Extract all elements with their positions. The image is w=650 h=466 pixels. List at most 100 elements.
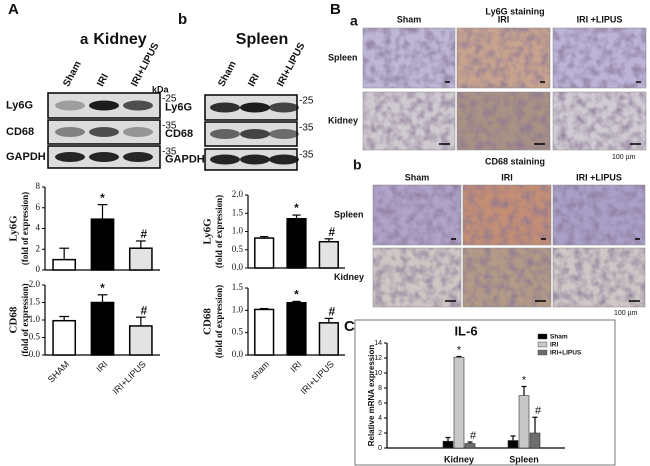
micrograph-texture — [457, 28, 550, 88]
y-axis-label: Relative mRNA expression — [367, 345, 376, 447]
column-label: Sham — [397, 14, 422, 24]
legend-swatch — [537, 341, 548, 348]
y-axis-label: (fold of expression) — [20, 283, 30, 356]
bar-annotation: * — [100, 281, 105, 295]
column-label: IRI — [501, 172, 513, 182]
row-label: Spleen — [328, 52, 358, 62]
y-tick-label: 0 — [378, 445, 382, 452]
micrograph-texture — [363, 92, 455, 150]
y-tick-label: 6 — [378, 400, 382, 407]
y-axis-label: CD68 — [202, 308, 214, 335]
y-tick-label: 1.5 — [232, 207, 244, 217]
blot-band — [55, 152, 85, 162]
blot-band — [89, 127, 119, 137]
blot-marker: -25 — [299, 96, 314, 107]
legend-swatch — [537, 333, 548, 340]
staining-title: CD68 staining — [485, 156, 545, 166]
blot-marker: -35 — [162, 147, 177, 158]
y-tick-label: 1.0 — [29, 314, 41, 324]
blot-row-label: CD68 — [165, 128, 193, 140]
y-axis-label: Ly6G — [202, 218, 214, 245]
blot-band — [89, 100, 119, 111]
blot-title: Spleen — [236, 31, 288, 48]
blot-band — [210, 102, 240, 113]
micrograph-border — [372, 184, 462, 246]
x-tick-label: IRI+LIPUS — [299, 359, 336, 396]
bar — [318, 240, 339, 269]
bar — [254, 237, 275, 269]
panel-label: C — [344, 318, 355, 335]
y-tick-label: 0.0 — [232, 349, 244, 359]
y-tick-label: 8 — [36, 181, 41, 191]
micrograph-border — [372, 247, 462, 308]
blot-unit: kDa — [152, 84, 170, 94]
y-tick-label: 1.0 — [232, 304, 244, 314]
row-label: Kidney — [328, 115, 358, 125]
blot-marker: -25 — [162, 94, 177, 105]
bar — [90, 218, 115, 271]
lane-label: IRI — [246, 72, 262, 89]
micrograph-texture — [553, 92, 646, 150]
x-tick-label: sham — [249, 359, 272, 382]
panel-label: A — [8, 1, 19, 18]
micrograph-border — [552, 184, 646, 246]
y-tick-label: 1.5 — [29, 297, 41, 307]
y-tick-label: 14 — [374, 340, 382, 347]
micrograph-border — [552, 27, 647, 89]
bar — [529, 432, 541, 449]
blot-band — [269, 129, 299, 139]
micrograph-texture — [457, 92, 550, 150]
bar-annotation: # — [535, 405, 542, 417]
micrograph-border — [552, 91, 647, 151]
blot-row-label: Ly6G — [165, 101, 192, 113]
x-tick-label: Kidney — [444, 454, 474, 464]
chart-title: IL-6 — [454, 323, 477, 338]
bar-annotation: * — [522, 374, 527, 386]
micrograph-texture — [553, 28, 646, 88]
micrograph-texture — [373, 185, 461, 245]
bar — [518, 395, 530, 449]
y-tick-label: 12 — [374, 355, 382, 362]
bar-annotation: * — [100, 191, 105, 205]
bar — [286, 301, 307, 356]
bar-annotation: * — [457, 344, 462, 356]
legend-swatch — [537, 349, 548, 356]
bar-annotation: * — [294, 288, 299, 302]
micrograph-border — [462, 184, 552, 246]
y-axis-label: (fold of expression) — [214, 195, 224, 268]
micrograph-border — [552, 247, 646, 308]
micrograph-border — [462, 247, 552, 308]
y-tick-label: 0.5 — [232, 327, 244, 337]
y-tick-label: 4 — [36, 223, 41, 233]
y-tick-label: 4 — [378, 415, 382, 422]
micrograph-border — [362, 27, 456, 89]
y-tick-label: 0.0 — [232, 262, 244, 272]
bar — [464, 443, 476, 449]
x-tick-label: IRI+LIPUS — [111, 359, 148, 396]
y-tick-label: 2.0 — [232, 189, 244, 199]
blot-marker: -35 — [299, 123, 314, 134]
row-label: Kidney — [334, 272, 364, 282]
micrograph-texture — [373, 248, 461, 307]
blot-band — [89, 152, 119, 162]
y-tick-label: 0.5 — [29, 332, 41, 342]
micrograph-border — [362, 91, 456, 151]
x-tick-label: IRI — [288, 359, 303, 374]
bar — [453, 356, 465, 449]
x-tick-label: Spleen — [509, 454, 539, 464]
y-tick-label: 2 — [378, 430, 382, 437]
blot-marker: -35 — [299, 150, 314, 161]
y-tick-label: 0.0 — [29, 349, 41, 359]
blot-band — [240, 154, 270, 165]
panel-frame — [354, 319, 616, 466]
micrograph-texture — [553, 248, 645, 307]
micrograph-border — [456, 91, 551, 151]
y-tick-label: 8 — [378, 385, 382, 392]
blot-band — [123, 152, 153, 162]
blot-band — [240, 129, 270, 139]
bar — [128, 325, 153, 356]
micrograph-texture — [463, 185, 551, 245]
blot-row-label: Ly6G — [6, 99, 33, 111]
micrograph-texture — [463, 248, 551, 307]
